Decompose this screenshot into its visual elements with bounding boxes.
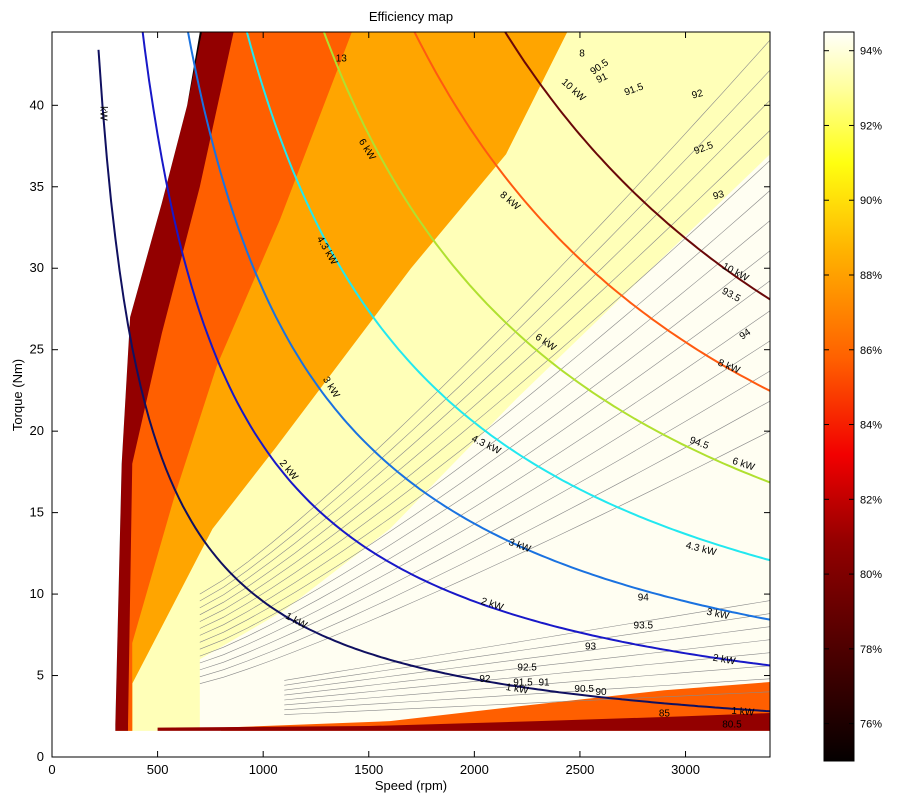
- efficiency-contour: [199, 250, 770, 643]
- efficiency-label: 91: [595, 71, 610, 86]
- x-tick-label: 500: [147, 762, 169, 777]
- colorbar-tick-label: 86%: [860, 345, 882, 357]
- colorbar-tick-label: 82%: [860, 494, 882, 506]
- efficiency-bands: [52, 32, 770, 757]
- efficiency-contour: [199, 69, 770, 602]
- efficiency-label: 90: [595, 687, 607, 698]
- efficiency-label: 93.5: [634, 620, 654, 631]
- efficiency-contour: [199, 220, 770, 636]
- efficiency-contour: [284, 652, 770, 701]
- x-tick-label: 3000: [671, 762, 700, 777]
- x-tick-label: 1000: [249, 762, 278, 777]
- power-curve-8-kW: [413, 32, 770, 392]
- efficiency-label: 92: [691, 88, 705, 102]
- colorbar-tick-label: 94%: [860, 46, 882, 58]
- efficiency-label: 92.5: [517, 663, 537, 674]
- plot-frame: [51, 31, 771, 758]
- efficiency-label: 91: [538, 677, 550, 688]
- efficiency-label: 80.5: [722, 720, 742, 731]
- colorbar-tick-label: 80%: [860, 569, 882, 581]
- y-tick-label: 10: [30, 586, 44, 601]
- chart-title: Efficiency map: [369, 9, 453, 24]
- non-operating-region: [52, 32, 200, 733]
- y-tick-label: 5: [37, 668, 44, 683]
- efficiency-contour: [199, 400, 770, 678]
- power-curve-3-kW: [186, 32, 770, 621]
- power-curve-1-kW: [97, 49, 770, 713]
- x-axis-title: Speed (rpm): [375, 778, 447, 793]
- efficiency-label: 93: [712, 189, 726, 203]
- efficiency-label: 91.5: [513, 677, 533, 688]
- efficiency-contour: [284, 691, 770, 715]
- colorbar-tick-label: 88%: [860, 270, 882, 282]
- efficiency-label: 85: [659, 708, 671, 719]
- colorbar: [823, 31, 855, 762]
- efficiency-contour: [284, 678, 770, 711]
- band-bottom-dark-red: [157, 713, 770, 731]
- efficiency-label: 13: [336, 53, 348, 64]
- power-label: kW: [98, 106, 109, 121]
- efficiency-label: 90.5: [574, 684, 594, 695]
- efficiency-contour: [199, 100, 770, 609]
- power-label: 1 kW: [731, 706, 755, 719]
- y-tick-label: 25: [30, 342, 44, 357]
- power-curve-6-kW: [322, 32, 770, 484]
- colorbar-tick-label: 76%: [860, 719, 882, 731]
- colorbar-tick-label: 84%: [860, 420, 882, 432]
- below-floor: [52, 730, 770, 757]
- colorbar-tick-label: 90%: [860, 195, 882, 207]
- efficiency-contour: [284, 613, 770, 686]
- efficiency-contour: [199, 130, 770, 616]
- efficiency-label: 8: [579, 48, 585, 59]
- power-curves: [97, 32, 770, 713]
- y-tick-label: 15: [30, 505, 44, 520]
- efficiency-contour: [199, 310, 770, 657]
- x-tick-label: 2000: [460, 762, 489, 777]
- efficiency-label: 92: [479, 674, 491, 685]
- efficiency-contour: [199, 430, 770, 684]
- colorbar-ticks: 76% 78% 80% 82% 84% 86% 88% 90% 92% 94%: [824, 46, 882, 731]
- power-curve-10-kW: [503, 32, 770, 301]
- efficiency-contour: [199, 370, 770, 671]
- efficiency-contour: [284, 639, 770, 696]
- x-tick-label: 1500: [354, 762, 383, 777]
- y-tick-label: 30: [30, 260, 44, 275]
- efficiency-label: 94: [638, 593, 650, 604]
- efficiency-label: 93: [585, 641, 597, 652]
- efficiency-contour: [199, 160, 770, 622]
- y-axis: 0 5 10 15 20 25 30 35 40: [30, 97, 770, 764]
- y-tick-label: 20: [30, 423, 44, 438]
- efficiency-contours: [199, 39, 770, 715]
- x-tick-label: 0: [48, 762, 55, 777]
- power-label: 1 kW: [505, 682, 530, 697]
- colorbar-tick-label: 78%: [860, 644, 882, 656]
- colorbar-tick-label: 92%: [860, 120, 882, 132]
- efficiency-contour: [284, 665, 770, 706]
- efficiency-contour: [199, 39, 770, 595]
- y-tick-label: 40: [30, 97, 44, 112]
- power-label: 3 kW: [705, 607, 730, 623]
- x-axis: 0 500 1000 1500 2000 2500 3000: [48, 32, 700, 777]
- efficiency-contour: [199, 280, 770, 650]
- power-curve-2-kW: [141, 32, 770, 667]
- power-label: 2 kW: [712, 653, 737, 668]
- y-tick-label: 0: [37, 749, 44, 764]
- power-curve-4-3-kW: [245, 32, 770, 562]
- y-axis-title: Torque (Nm): [10, 359, 25, 431]
- y-tick-label: 35: [30, 179, 44, 194]
- x-tick-label: 2500: [565, 762, 594, 777]
- efficiency-contour: [284, 626, 770, 691]
- efficiency-contour: [284, 600, 770, 681]
